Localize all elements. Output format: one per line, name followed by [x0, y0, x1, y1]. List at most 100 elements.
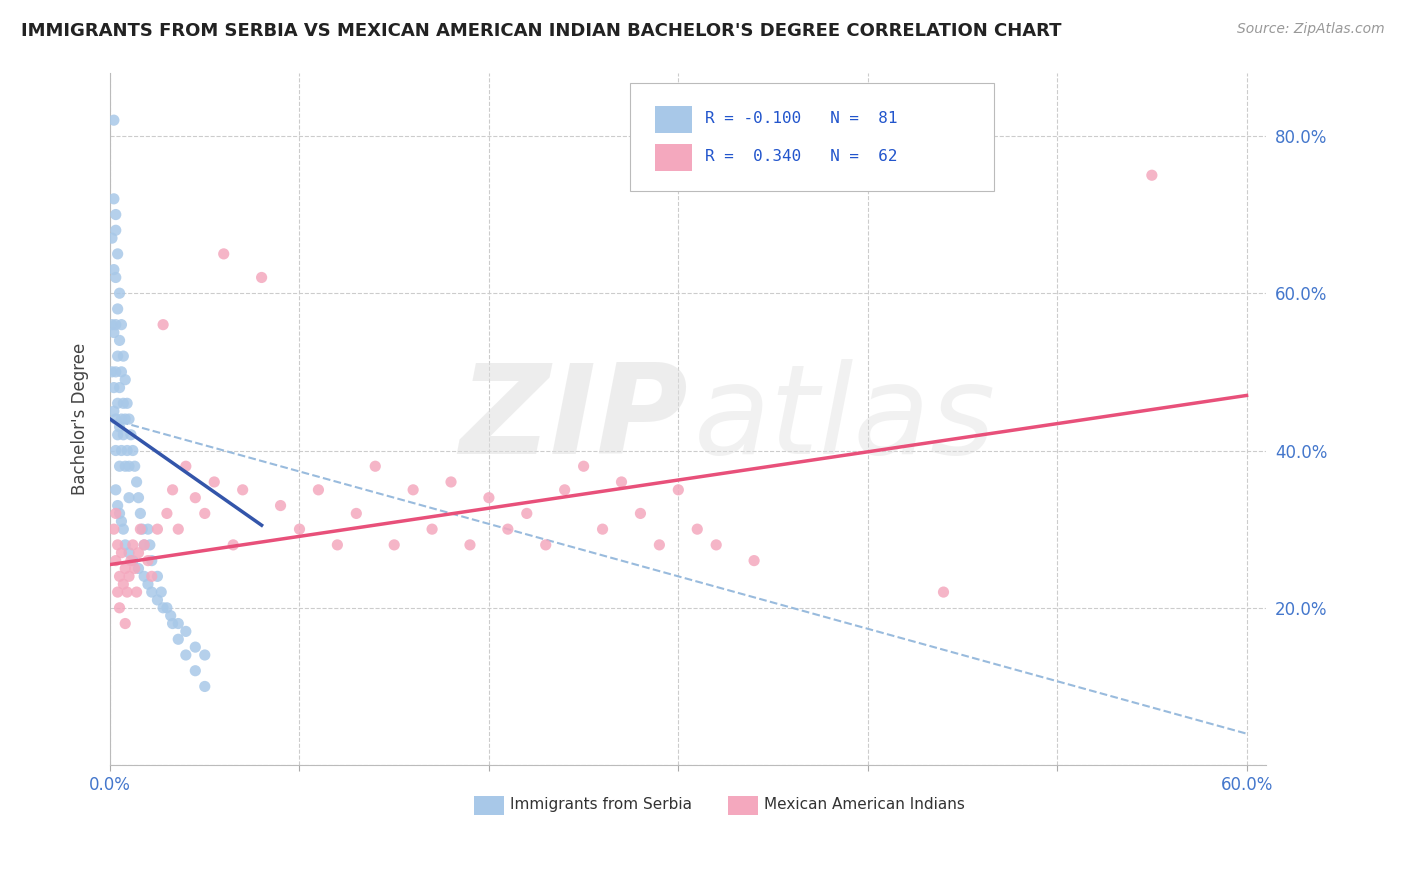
Point [121, 553, 143, 567]
Point [125, 585, 148, 599]
Point [107, 247, 129, 261]
Text: Source: ZipAtlas.com: Source: ZipAtlas.com [1237, 22, 1385, 37]
Point [107, 585, 129, 599]
Point [104, 223, 127, 237]
Point [572, 459, 595, 474]
FancyBboxPatch shape [655, 144, 692, 171]
Point [141, 553, 163, 567]
Point [184, 491, 207, 505]
Point [104, 507, 127, 521]
Point [108, 420, 131, 434]
Point [136, 522, 159, 536]
Point [121, 538, 143, 552]
Point [194, 680, 217, 694]
Point [114, 616, 136, 631]
Point [159, 608, 181, 623]
Point [307, 483, 329, 497]
Text: Mexican American Indians: Mexican American Indians [763, 797, 965, 812]
Point [156, 507, 179, 521]
Point [167, 522, 190, 536]
Point [103, 381, 125, 395]
Point [115, 396, 138, 410]
FancyBboxPatch shape [728, 796, 758, 815]
Point [150, 585, 173, 599]
Point [212, 247, 235, 261]
Point [174, 648, 197, 662]
Point [107, 396, 129, 410]
Point [139, 538, 162, 552]
Text: IMMIGRANTS FROM SERBIA VS MEXICAN AMERICAN INDIAN BACHELOR'S DEGREE CORRELATION : IMMIGRANTS FROM SERBIA VS MEXICAN AMERIC… [21, 22, 1062, 40]
Point [156, 600, 179, 615]
Point [127, 561, 149, 575]
FancyBboxPatch shape [655, 105, 692, 133]
Point [104, 208, 127, 222]
Point [108, 600, 131, 615]
Point [174, 624, 197, 639]
Point [112, 349, 135, 363]
Point [534, 538, 557, 552]
Point [107, 301, 129, 316]
Point [108, 334, 131, 348]
Point [118, 546, 141, 560]
Y-axis label: Bachelor's Degree: Bachelor's Degree [72, 343, 89, 495]
Point [174, 459, 197, 474]
Text: Immigrants from Serbia: Immigrants from Serbia [510, 797, 692, 812]
Point [932, 585, 955, 599]
Point [107, 349, 129, 363]
Point [107, 538, 129, 552]
Point [108, 507, 131, 521]
Point [103, 522, 125, 536]
Point [118, 412, 141, 426]
Point [108, 286, 131, 301]
Point [134, 538, 156, 552]
Point [232, 483, 254, 497]
Point [115, 585, 138, 599]
Point [114, 373, 136, 387]
Point [167, 632, 190, 647]
Point [630, 507, 652, 521]
Text: atlas: atlas [693, 359, 995, 480]
Point [704, 538, 727, 552]
Point [194, 648, 217, 662]
Point [115, 443, 138, 458]
Point [610, 475, 633, 489]
Point [141, 569, 163, 583]
Point [101, 318, 124, 332]
Point [478, 491, 501, 505]
Point [120, 427, 142, 442]
Point [344, 507, 367, 521]
Point [110, 443, 132, 458]
Point [104, 365, 127, 379]
Point [118, 491, 141, 505]
Point [1140, 168, 1163, 182]
Point [108, 459, 131, 474]
Point [167, 616, 190, 631]
Point [134, 569, 156, 583]
Point [110, 514, 132, 528]
Point [110, 412, 132, 426]
Point [127, 546, 149, 560]
Point [101, 365, 124, 379]
Point [103, 262, 125, 277]
Point [104, 270, 127, 285]
Point [114, 561, 136, 575]
Point [112, 577, 135, 591]
Point [496, 522, 519, 536]
Point [112, 427, 135, 442]
Point [114, 538, 136, 552]
Point [107, 499, 129, 513]
Point [742, 553, 765, 567]
Point [288, 522, 311, 536]
Point [270, 499, 292, 513]
Point [110, 318, 132, 332]
Point [112, 396, 135, 410]
Point [112, 522, 135, 536]
Point [648, 538, 671, 552]
Text: R = -0.100   N =  81: R = -0.100 N = 81 [706, 112, 897, 126]
Point [141, 585, 163, 599]
Point [114, 412, 136, 426]
Text: ZIP: ZIP [458, 359, 688, 480]
Point [121, 443, 143, 458]
Point [104, 553, 127, 567]
Point [152, 318, 174, 332]
